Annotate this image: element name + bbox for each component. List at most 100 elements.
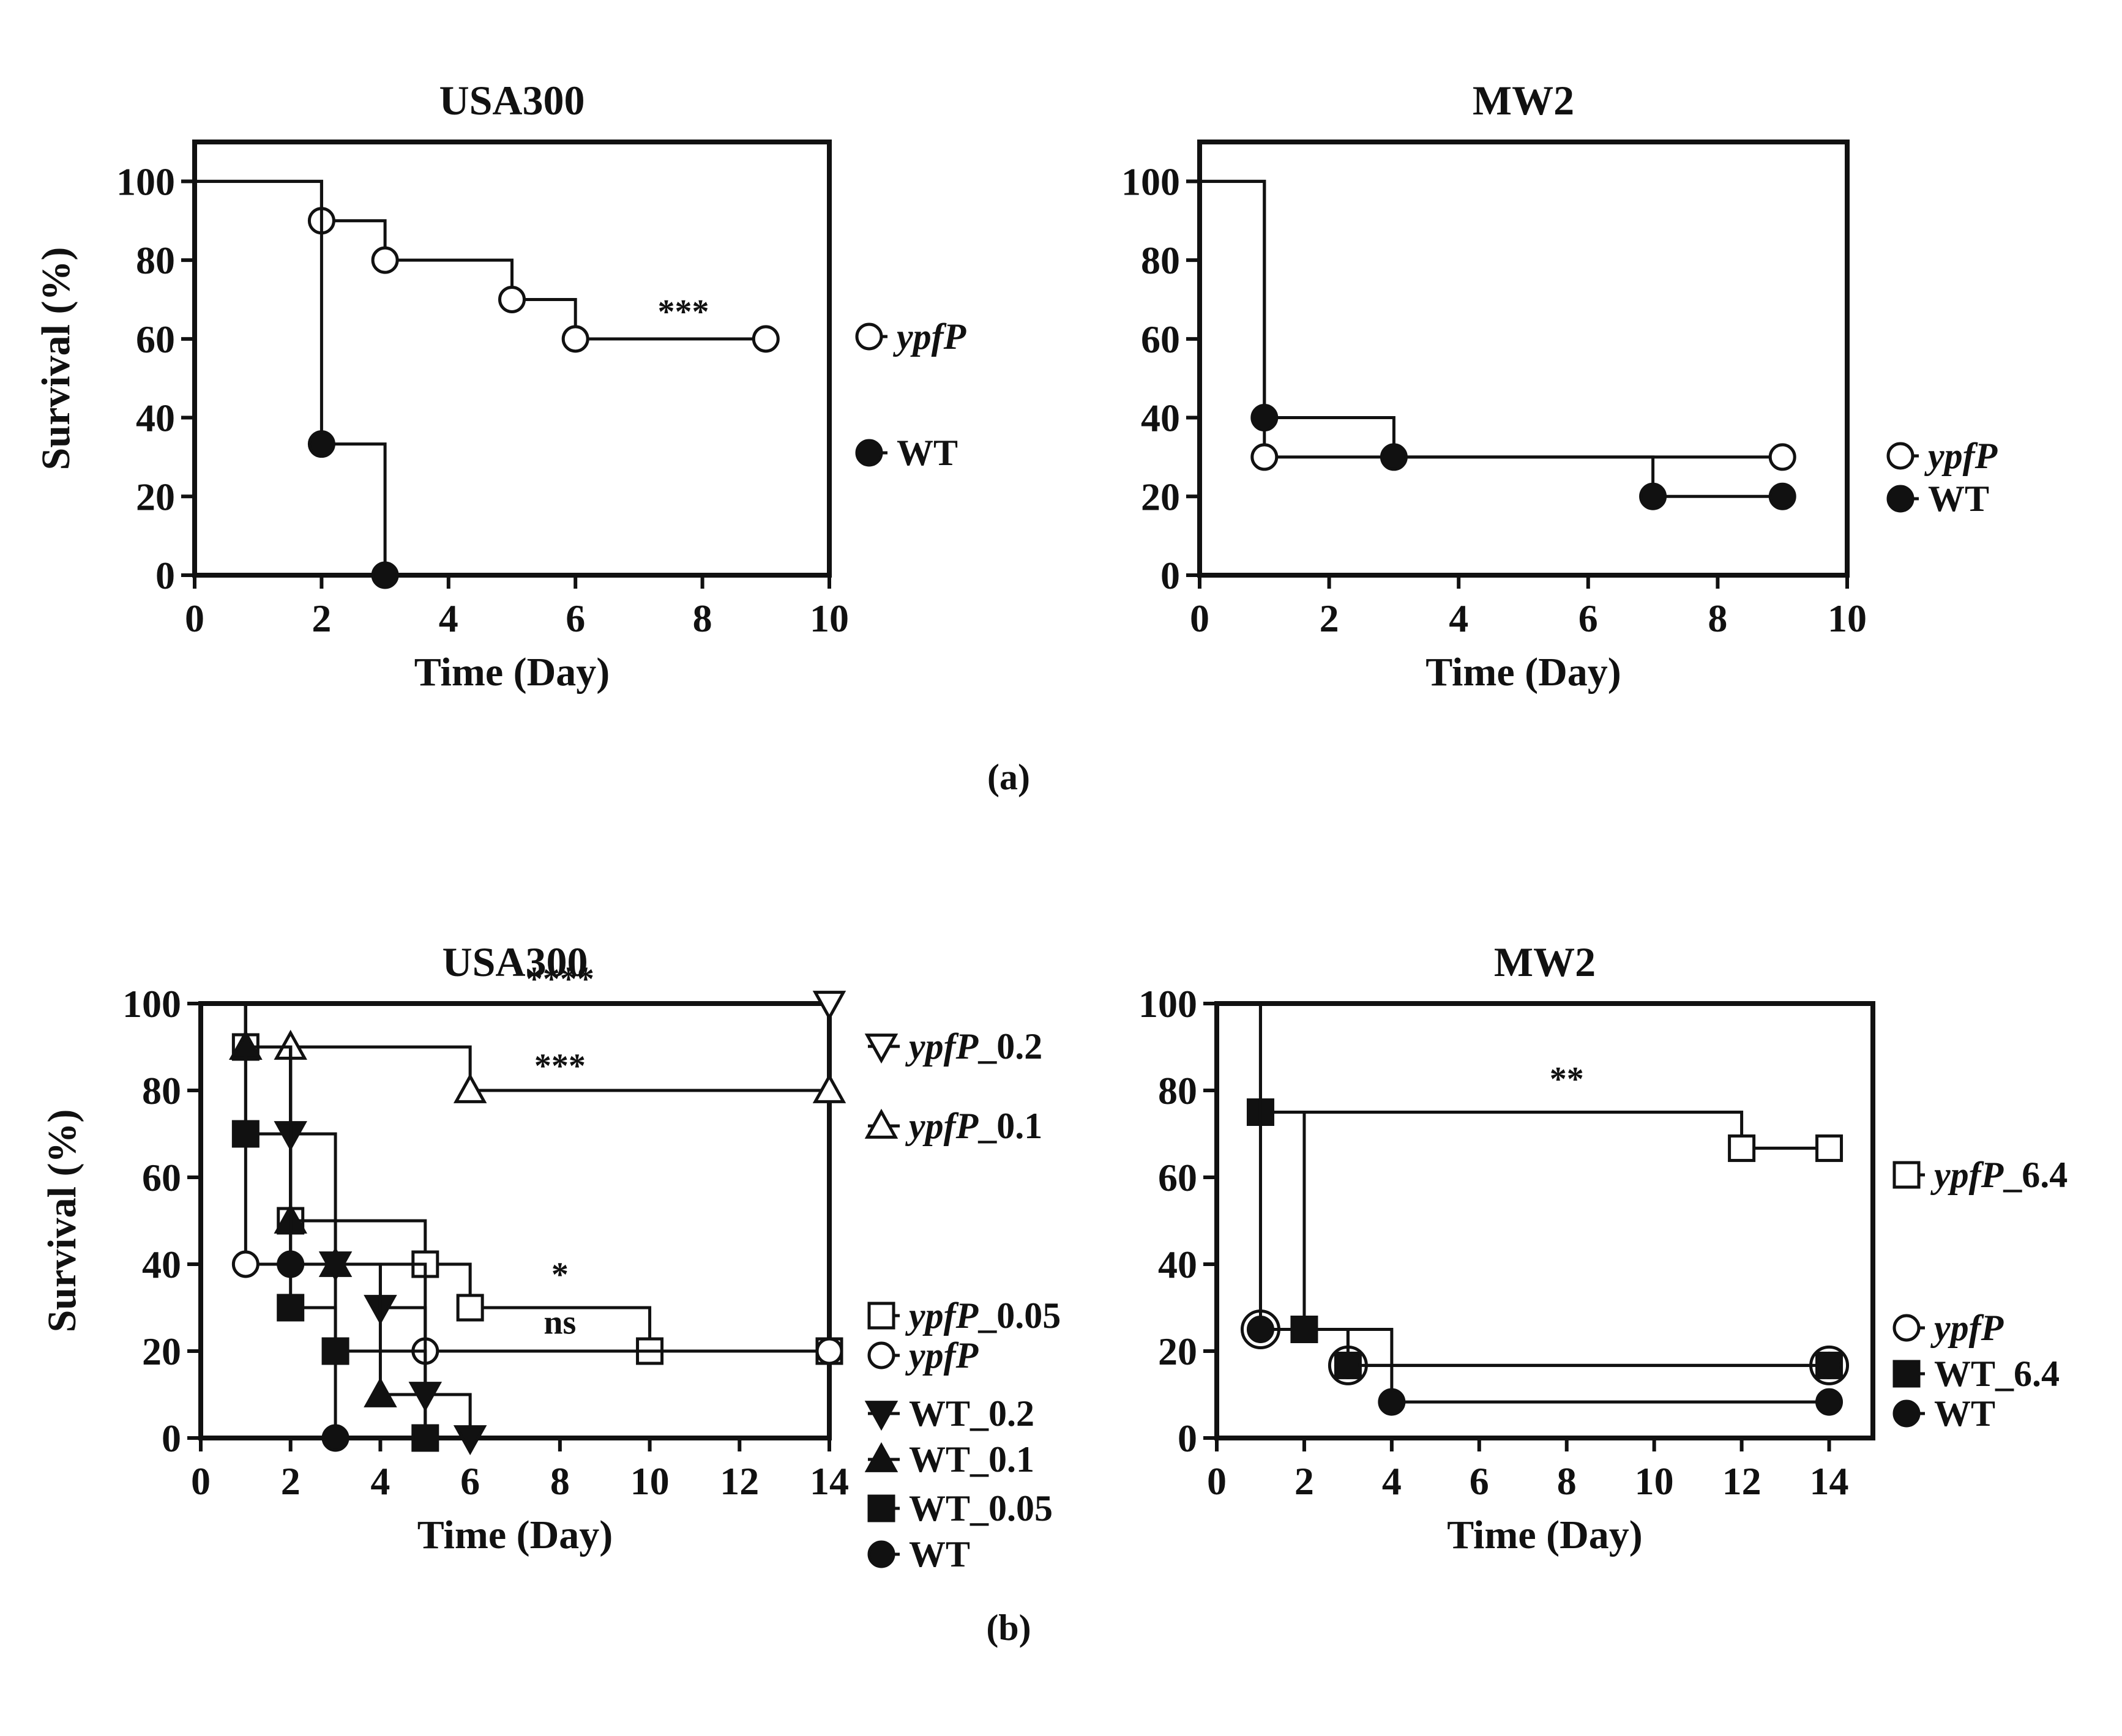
x-axis-title: Time (Day) [417, 1513, 613, 1557]
data-point [231, 1120, 260, 1148]
legend-entry-WT_6.4: WT_6.4 [1892, 1354, 2060, 1394]
y-tick-label: 60 [1158, 1156, 1197, 1199]
legend-label-suffix: _0.05 [977, 1295, 1061, 1336]
panel-label-a: (a) [987, 757, 1030, 797]
legend-label-suffix: _6.4 [2003, 1155, 2068, 1195]
x-tick-label: 4 [370, 1459, 390, 1503]
x-axis-title: Time (Day) [1425, 650, 1621, 695]
y-tick-label: 40 [136, 397, 175, 440]
y-tick-label: 0 [1160, 554, 1180, 597]
legend-marker [867, 1302, 895, 1330]
legend-label-italic: ypfP [1930, 1155, 2004, 1195]
legend-label-italic: ypfP [905, 1295, 979, 1336]
chart-title: USA300 [442, 939, 588, 985]
data-point [1246, 1316, 1274, 1343]
data-point [277, 1250, 305, 1278]
legend-label: ypfP_6.4 [1930, 1155, 2068, 1195]
data-point [453, 1073, 487, 1103]
legend-marker [864, 1108, 898, 1139]
series-WT_0.05 [201, 1002, 439, 1452]
series-ypfP_6.4 [1217, 1002, 1844, 1162]
data-point [307, 430, 335, 458]
data-point [752, 325, 780, 353]
legend-entry-WT: WT [1892, 1393, 1995, 1434]
x-tick-label: 2 [1294, 1459, 1314, 1503]
x-tick-label: 10 [630, 1459, 670, 1503]
data-point [371, 561, 399, 589]
y-tick-label: 20 [142, 1330, 181, 1373]
series-ypfP_0.2 [201, 991, 846, 1021]
x-tick-label: 6 [460, 1459, 480, 1503]
legend-entry-ypfP: ypfP [1892, 1308, 2004, 1348]
legend-marker [855, 322, 883, 351]
legend-label-suffix: _0.1 [977, 1106, 1042, 1146]
legend-entry-WT: WT [855, 433, 958, 473]
data-point [277, 1294, 305, 1322]
survival-curve [1217, 1002, 1829, 1367]
data-point [812, 1073, 846, 1103]
survival-curve [195, 179, 387, 575]
legend-entry-ypfP: ypfP [855, 316, 967, 357]
legend-marker [1886, 442, 1915, 470]
data-point [231, 1250, 260, 1278]
chart-title: MW2 [1494, 939, 1596, 985]
legend-marker [864, 1442, 898, 1472]
y-tick-label: 0 [1178, 1417, 1197, 1460]
survival-curve [1200, 179, 1783, 459]
chart-title: USA300 [439, 77, 585, 124]
series-WT [1200, 179, 1796, 510]
y-tick-label: 100 [116, 160, 175, 203]
legend-label-italic: ypfP [905, 1106, 979, 1146]
x-tick-label: 0 [185, 597, 204, 640]
x-tick-label: 10 [810, 597, 849, 640]
x-tick-label: 0 [1190, 597, 1209, 640]
survival-curve [201, 1002, 337, 1438]
legend-label: WT [1928, 479, 1989, 519]
x-tick-label: 4 [439, 597, 458, 640]
legend-entry-ypfP: ypfP [1886, 436, 1998, 476]
series-WT [201, 1002, 349, 1452]
data-point [498, 285, 526, 313]
x-axis-title: Time (Day) [414, 650, 610, 695]
x-tick-label: 14 [810, 1459, 849, 1503]
data-point [1334, 1351, 1362, 1379]
series-WT [195, 179, 399, 589]
survival-curve [1217, 1002, 1829, 1150]
data-point [456, 1294, 484, 1322]
legend-marker [855, 439, 883, 467]
legend-entry-WT_0.2: WT_0.2 [864, 1393, 1034, 1434]
legend-marker [1892, 1360, 1921, 1388]
legend-marker [1892, 1399, 1921, 1428]
data-point [812, 991, 846, 1021]
legend-entry-ypfP_6.4: ypfP_6.4 [1892, 1155, 2068, 1195]
legend-marker [864, 1034, 898, 1064]
y-tick-label: 20 [1141, 475, 1180, 518]
legend-marker [1886, 485, 1915, 513]
survival-curve [1217, 1002, 1829, 1404]
x-tick-label: 4 [1382, 1459, 1402, 1503]
chart-panel-4: MW2 0 2 4 6 8 10 12 14 0 20 40 60 80 100 Time (Day) ** yp… [1138, 939, 2068, 1557]
legend-label: WT [897, 433, 958, 473]
y-tick-label: 20 [136, 475, 175, 518]
x-tick-label: 8 [1557, 1459, 1577, 1503]
significance-label: ns [544, 1304, 576, 1342]
data-point [1250, 404, 1279, 432]
y-tick-label: 80 [136, 239, 175, 282]
plot-frame [1214, 1001, 1875, 1440]
legend-marker [867, 1494, 895, 1522]
significance-label: ** [1550, 1060, 1584, 1098]
x-tick-label: 2 [1320, 597, 1339, 640]
panel-label-b: (b) [986, 1607, 1031, 1648]
data-point [1378, 1388, 1406, 1416]
legend-marker [867, 1341, 895, 1369]
legend-marker [867, 1540, 895, 1568]
data-point [815, 1337, 843, 1365]
y-tick-label: 80 [1141, 239, 1180, 282]
series-WT [1217, 1002, 1844, 1416]
chart-title: MW2 [1473, 77, 1574, 124]
significance-label: *** [534, 1048, 586, 1086]
data-point [1815, 1351, 1844, 1379]
x-tick-label: 6 [1578, 597, 1598, 640]
